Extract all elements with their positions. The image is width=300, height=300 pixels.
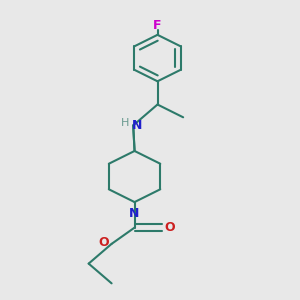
Text: H: H xyxy=(121,118,129,128)
Text: O: O xyxy=(164,221,175,234)
Text: F: F xyxy=(153,19,162,32)
Text: O: O xyxy=(98,236,109,249)
Text: N: N xyxy=(132,119,142,132)
Text: N: N xyxy=(129,207,140,220)
